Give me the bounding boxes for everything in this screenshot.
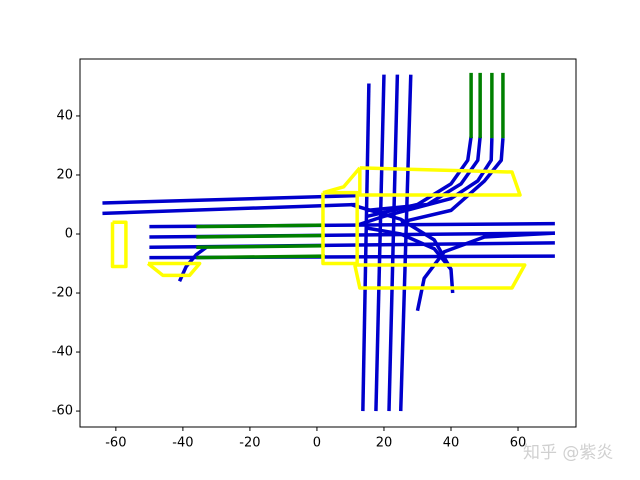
lane-line xyxy=(196,244,326,250)
lane-line xyxy=(196,223,326,229)
lane-line xyxy=(400,137,505,224)
lane-line xyxy=(366,226,455,294)
lane-line xyxy=(196,233,326,239)
lane-line xyxy=(358,166,522,197)
lane-line xyxy=(356,138,494,227)
lane-line xyxy=(349,202,453,271)
lane-line xyxy=(196,254,326,260)
lane-line xyxy=(387,74,400,412)
x-tick-label: 40 xyxy=(443,436,460,451)
lane-line xyxy=(398,74,413,412)
y-tick-label: 20 xyxy=(56,167,73,182)
lane-line xyxy=(322,166,362,195)
x-tick-label: -20 xyxy=(239,436,260,451)
lane-line xyxy=(353,263,527,290)
x-tick-label: -60 xyxy=(105,436,126,451)
lane-line xyxy=(110,220,128,269)
x-tick-label: -40 xyxy=(172,436,193,451)
watermark: 知乎 @紫炎 xyxy=(523,443,613,463)
y-tick-label: 0 xyxy=(65,226,73,241)
lane-line xyxy=(146,261,202,278)
y-tick-label: -60 xyxy=(52,404,73,419)
x-tick-label: 60 xyxy=(510,436,527,451)
lane-line xyxy=(102,202,358,216)
y-tick-label: -20 xyxy=(52,286,73,301)
lane-line xyxy=(102,193,358,205)
lane-line xyxy=(361,83,371,412)
y-tick-label: -40 xyxy=(52,345,73,360)
plot-frame xyxy=(79,58,577,428)
x-tick-label: 0 xyxy=(313,436,321,451)
lane-line xyxy=(367,136,482,213)
x-tick-label: 20 xyxy=(376,436,393,451)
y-tick-label: 40 xyxy=(56,108,73,123)
lane-line xyxy=(374,74,386,412)
